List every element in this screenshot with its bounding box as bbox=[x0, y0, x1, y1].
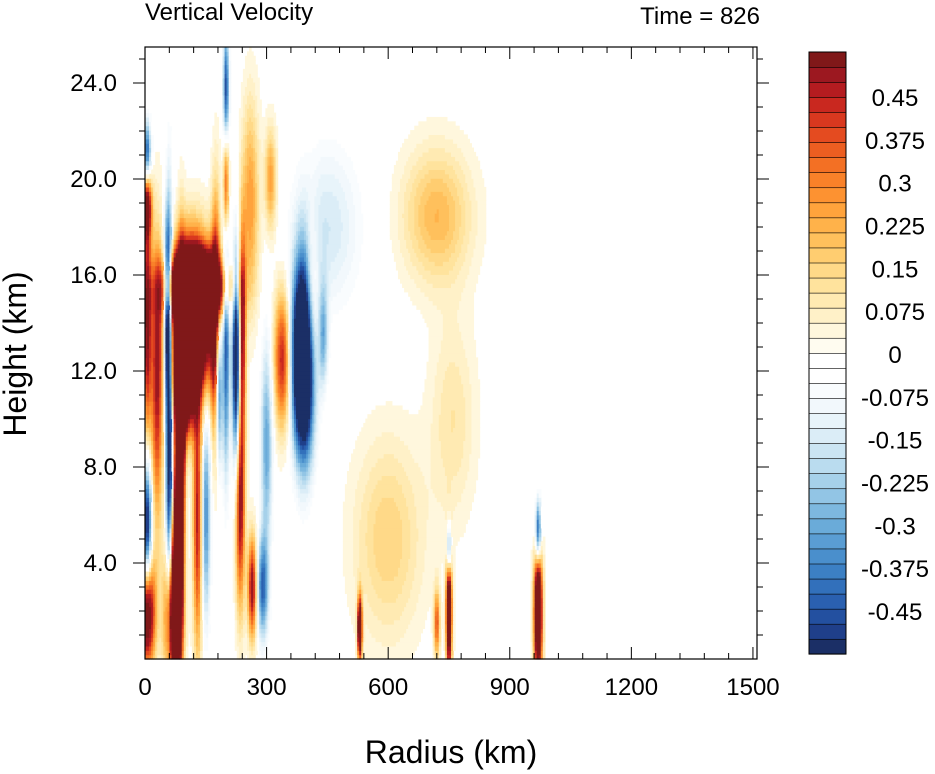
colorbar-tick-label: -0.375 bbox=[861, 556, 929, 583]
colorbar-box bbox=[808, 382, 847, 399]
colorbar-box bbox=[808, 473, 847, 490]
colorbar-box bbox=[808, 458, 847, 475]
colorbar-box bbox=[808, 593, 847, 610]
y-tick-label: 12.0 bbox=[70, 358, 117, 385]
chart-title: Vertical Velocity bbox=[145, 0, 313, 26]
colorbar-tick-label: -0.225 bbox=[861, 471, 929, 498]
colorbar-box bbox=[808, 142, 847, 158]
colorbar-box bbox=[808, 81, 847, 98]
plot-frame bbox=[144, 46, 758, 660]
x-tick-label: 1200 bbox=[605, 674, 658, 701]
colorbar-box bbox=[808, 503, 847, 520]
colorbar-box bbox=[808, 307, 847, 324]
colorbar-box bbox=[808, 66, 847, 83]
colorbar-box bbox=[808, 157, 847, 174]
y-tick-label: 16.0 bbox=[70, 262, 117, 289]
colorbar-box bbox=[808, 442, 847, 459]
colorbar-box bbox=[808, 412, 847, 429]
colorbar-tick-label: -0.15 bbox=[868, 428, 923, 455]
x-tick-label: 0 bbox=[138, 674, 151, 701]
x-tick-label: 600 bbox=[368, 674, 408, 701]
colorbar-box bbox=[808, 367, 847, 384]
time-label: Time = 826 bbox=[640, 3, 760, 30]
colorbar-tick-label: 0.45 bbox=[872, 85, 919, 112]
colorbar-box bbox=[808, 217, 847, 234]
colorbar-box bbox=[808, 247, 847, 264]
y-axis-label: Height (km) bbox=[0, 271, 33, 436]
colorbar: 0.45 0.375 0.3 0.225 0.15 0.075 0 -0.075 -0.15 -0… bbox=[808, 51, 929, 655]
colorbar-tick-label: 0.075 bbox=[865, 299, 925, 326]
colorbar-box bbox=[808, 578, 847, 595]
colorbar-box bbox=[808, 488, 847, 505]
colorbar-tick-label: 0 bbox=[888, 342, 901, 369]
colorbar-box bbox=[808, 187, 847, 204]
x-tick-label: 900 bbox=[490, 674, 530, 701]
x-tick-label: 300 bbox=[247, 674, 287, 701]
colorbar-box bbox=[808, 96, 847, 113]
colorbar-box bbox=[808, 172, 847, 189]
colorbar-box bbox=[808, 232, 847, 249]
colorbar-box bbox=[808, 322, 847, 339]
heatmap-field bbox=[145, 47, 546, 660]
colorbar-box bbox=[808, 563, 847, 580]
x-tick-label: 1500 bbox=[726, 674, 779, 701]
y-tick-label: 24.0 bbox=[70, 70, 117, 97]
colorbar-box bbox=[808, 277, 847, 294]
y-tick-label: 20.0 bbox=[70, 166, 117, 193]
colorbar-tick-label: 0.3 bbox=[878, 171, 911, 198]
colorbar-box bbox=[808, 638, 847, 655]
colorbar-box bbox=[808, 292, 847, 309]
colorbar-tick-label: -0.3 bbox=[874, 513, 915, 540]
y-tick-label: 4.0 bbox=[84, 550, 117, 577]
colorbar-box bbox=[808, 262, 847, 279]
x-axis: 0 300 600 900 1200 1500 bbox=[138, 47, 780, 701]
colorbar-tick-label: 0.15 bbox=[872, 256, 919, 283]
colorbar-box bbox=[808, 126, 847, 143]
colorbar-box bbox=[808, 608, 847, 625]
colorbar-box bbox=[808, 533, 847, 550]
colorbar-tick-label: 0.225 bbox=[865, 214, 925, 241]
colorbar-box bbox=[808, 352, 847, 369]
colorbar-tick-label: 0.375 bbox=[865, 128, 925, 155]
colorbar-box bbox=[808, 518, 847, 535]
colorbar-box bbox=[808, 427, 847, 444]
colorbar-box bbox=[808, 111, 847, 128]
colorbar-tick-label: -0.45 bbox=[868, 599, 923, 626]
colorbar-box bbox=[808, 202, 847, 219]
colorbar-box bbox=[808, 337, 847, 354]
colorbar-box bbox=[808, 397, 847, 414]
y-tick-label: 8.0 bbox=[84, 454, 117, 481]
colorbar-box bbox=[808, 51, 847, 68]
x-axis-label: Radius (km) bbox=[365, 734, 537, 770]
colorbar-box bbox=[808, 548, 847, 565]
colorbar-box bbox=[808, 623, 847, 640]
colorbar-tick-label: -0.075 bbox=[861, 385, 929, 412]
y-axis: 4.0 8.0 12.0 16.0 20.0 24.0 bbox=[70, 58, 769, 636]
